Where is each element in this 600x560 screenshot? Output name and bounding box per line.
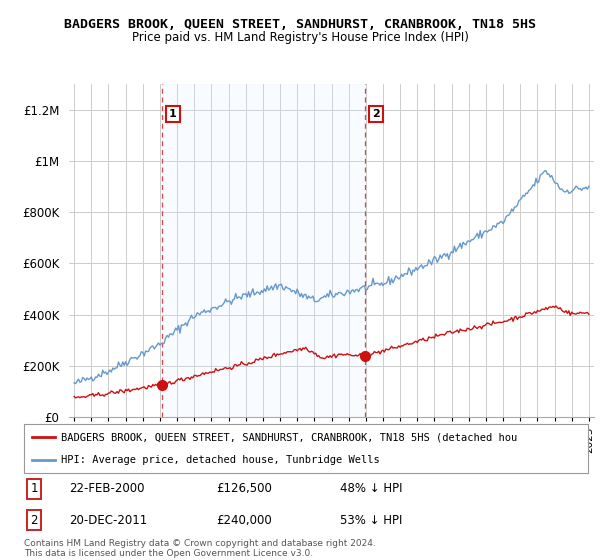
Text: Price paid vs. HM Land Registry's House Price Index (HPI): Price paid vs. HM Land Registry's House …	[131, 31, 469, 44]
Bar	[162, 84, 365, 417]
Text: 2: 2	[31, 514, 38, 526]
Text: HPI: Average price, detached house, Tunbridge Wells: HPI: Average price, detached house, Tunb…	[61, 455, 379, 465]
Text: BADGERS BROOK, QUEEN STREET, SANDHURST, CRANBROOK, TN18 5HS (detached hou: BADGERS BROOK, QUEEN STREET, SANDHURST, …	[61, 432, 517, 442]
Text: £126,500: £126,500	[216, 482, 272, 496]
Text: 48% ↓ HPI: 48% ↓ HPI	[340, 482, 403, 496]
Text: 22-FEB-2000: 22-FEB-2000	[69, 482, 145, 496]
Text: £240,000: £240,000	[216, 514, 272, 526]
Text: BADGERS BROOK, QUEEN STREET, SANDHURST, CRANBROOK, TN18 5HS: BADGERS BROOK, QUEEN STREET, SANDHURST, …	[64, 18, 536, 31]
Text: 53% ↓ HPI: 53% ↓ HPI	[340, 514, 402, 526]
Text: 1: 1	[169, 109, 177, 119]
Text: Contains HM Land Registry data © Crown copyright and database right 2024.
This d: Contains HM Land Registry data © Crown c…	[24, 539, 376, 558]
Text: 1: 1	[31, 482, 38, 496]
Text: 2: 2	[372, 109, 380, 119]
Text: 20-DEC-2011: 20-DEC-2011	[69, 514, 148, 526]
